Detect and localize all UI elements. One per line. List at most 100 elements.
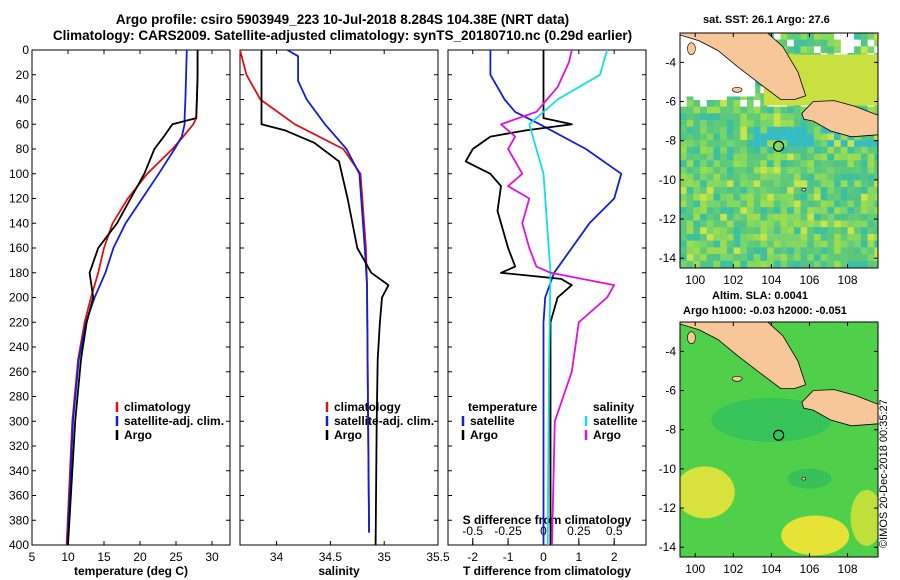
sst-pixel xyxy=(814,213,821,221)
sst-pixel xyxy=(726,207,734,214)
sst-pixel xyxy=(787,254,794,261)
sst-pixel xyxy=(827,133,835,141)
sst-pixel xyxy=(834,254,841,261)
sst-pixel xyxy=(800,173,808,181)
sst-pixel xyxy=(780,126,788,134)
sst-pixel xyxy=(720,133,727,141)
sst-pixel xyxy=(787,260,794,268)
salinity-legend-climatology: climatology xyxy=(334,400,401,414)
sst-pixel xyxy=(780,180,788,188)
sst-pixel xyxy=(867,106,875,114)
sst-pixel xyxy=(800,120,808,127)
sst-pixel xyxy=(860,133,868,141)
sst-pixel xyxy=(706,100,714,107)
sst-pixel xyxy=(773,140,781,147)
sst-pixel xyxy=(787,200,794,208)
sst-pixel xyxy=(773,220,781,228)
sla_map-lat-label--10: -10 xyxy=(659,462,677,476)
sst-pixel xyxy=(793,113,801,121)
sst-pixel xyxy=(787,227,794,234)
sst-pixel xyxy=(693,133,701,141)
sst-pixel xyxy=(726,106,734,114)
sst-pixel xyxy=(827,207,835,214)
sst-pixel xyxy=(787,167,794,174)
sst-pixel xyxy=(800,193,808,201)
sst-pixel xyxy=(680,193,687,201)
sst-pixel xyxy=(773,180,781,188)
sst-pixel xyxy=(693,120,701,127)
difference-series-argo xyxy=(464,50,573,545)
sst-pixel xyxy=(867,173,875,181)
sst-pixel xyxy=(686,254,694,261)
sst-pixel xyxy=(847,140,855,147)
sst-pixel xyxy=(793,140,801,147)
sst-pixel xyxy=(793,146,801,154)
salinity-series-climatology xyxy=(239,49,370,533)
sst-pixel xyxy=(860,234,868,241)
sst-pixel xyxy=(854,254,861,261)
sst-pixel xyxy=(720,126,727,134)
sst-pixel xyxy=(706,213,714,221)
sst-pixel xyxy=(847,227,855,234)
sst-pixel xyxy=(686,260,694,268)
sst-pixel xyxy=(834,33,841,40)
sst-pixel xyxy=(827,173,835,181)
sst-pixel xyxy=(807,220,814,228)
sst-pixel xyxy=(820,146,828,154)
sst-pixel xyxy=(874,153,878,161)
sst-pixel xyxy=(713,106,721,114)
sst-pixel xyxy=(814,46,821,54)
sst-pixel xyxy=(720,146,727,154)
sst-pixel xyxy=(874,220,878,228)
sst-pixel xyxy=(814,167,821,174)
sst-pixel xyxy=(753,267,761,268)
sst-pixel xyxy=(760,220,768,228)
sst-pixel xyxy=(767,187,774,194)
sst-pixel xyxy=(753,113,761,121)
sst-pixel xyxy=(713,193,721,201)
sst-pixel xyxy=(867,39,875,47)
sst-pixel xyxy=(686,120,694,127)
sst-pixel xyxy=(793,106,801,114)
sst-pixel xyxy=(726,187,734,194)
sst-pixel xyxy=(726,234,734,241)
sst-pixel xyxy=(686,126,694,134)
sst-pixel xyxy=(720,167,727,174)
sst-pixel xyxy=(787,187,794,194)
sst-pixel xyxy=(686,193,694,201)
sst-pixel xyxy=(820,254,828,261)
sst-pixel xyxy=(680,247,687,255)
sst-pixel xyxy=(753,180,761,188)
sst-pixel xyxy=(686,106,694,114)
sst-pixel xyxy=(807,247,814,255)
sst-pixel xyxy=(780,247,788,255)
sst-pixel xyxy=(860,260,868,268)
sst-pixel xyxy=(874,167,878,174)
sst-pixel xyxy=(860,213,868,221)
sst-pixel xyxy=(814,227,821,234)
sst-pixel xyxy=(680,180,687,188)
sst-pixel xyxy=(847,187,855,194)
depth-tick-label-20: 20 xyxy=(16,68,30,82)
sst-pixel xyxy=(740,167,747,174)
sst-pixel xyxy=(720,227,727,234)
sst-pixel xyxy=(720,173,727,181)
sst-pixel xyxy=(787,146,794,154)
sst-pixel xyxy=(840,160,848,167)
temperature-legend-satellite: satellite-adj. clim. xyxy=(124,414,224,428)
sst-pixel xyxy=(760,153,768,161)
sst-pixel xyxy=(780,240,788,248)
sst-pixel xyxy=(706,140,714,147)
sst-pixel xyxy=(747,247,754,255)
sst-pixel xyxy=(693,180,701,188)
sst-pixel xyxy=(726,93,734,100)
sst-pixel xyxy=(733,160,741,167)
s-diff-tick-label: 0.25 xyxy=(567,524,591,538)
sst-pixel xyxy=(840,260,848,268)
sst-pixel xyxy=(747,126,754,134)
sst-pixel xyxy=(874,33,878,40)
sst-pixel xyxy=(693,173,701,181)
sst_map-lat-label--4: -4 xyxy=(665,55,676,69)
sst-pixel xyxy=(793,126,801,134)
sst-pixel xyxy=(700,247,707,255)
